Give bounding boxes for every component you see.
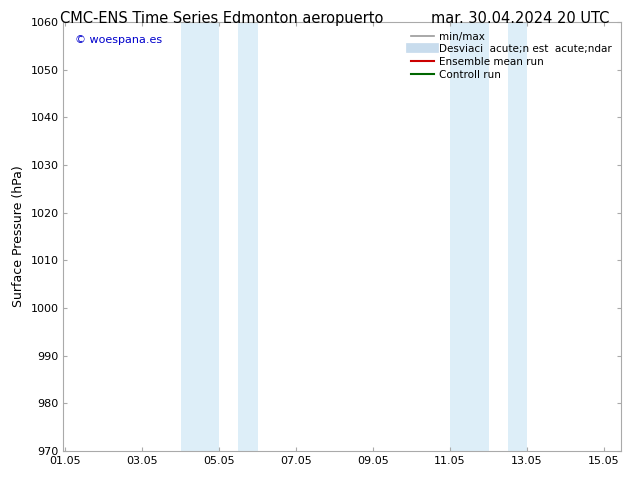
Bar (508, 22, 527, 451)
Bar (238, 22, 257, 451)
Legend: min/max, Desviaci  acute;n est  acute;ndar, Ensemble mean run, Controll run: min/max, Desviaci acute;n est acute;ndar… (407, 27, 616, 84)
Bar (181, 22, 219, 451)
Bar (450, 22, 489, 451)
Y-axis label: Surface Pressure (hPa): Surface Pressure (hPa) (12, 166, 25, 307)
Text: © woespana.es: © woespana.es (75, 35, 162, 45)
Text: CMC-ENS Time Series Edmonton aeropuerto: CMC-ENS Time Series Edmonton aeropuerto (60, 11, 384, 26)
Text: mar. 30.04.2024 20 UTC: mar. 30.04.2024 20 UTC (430, 11, 609, 26)
